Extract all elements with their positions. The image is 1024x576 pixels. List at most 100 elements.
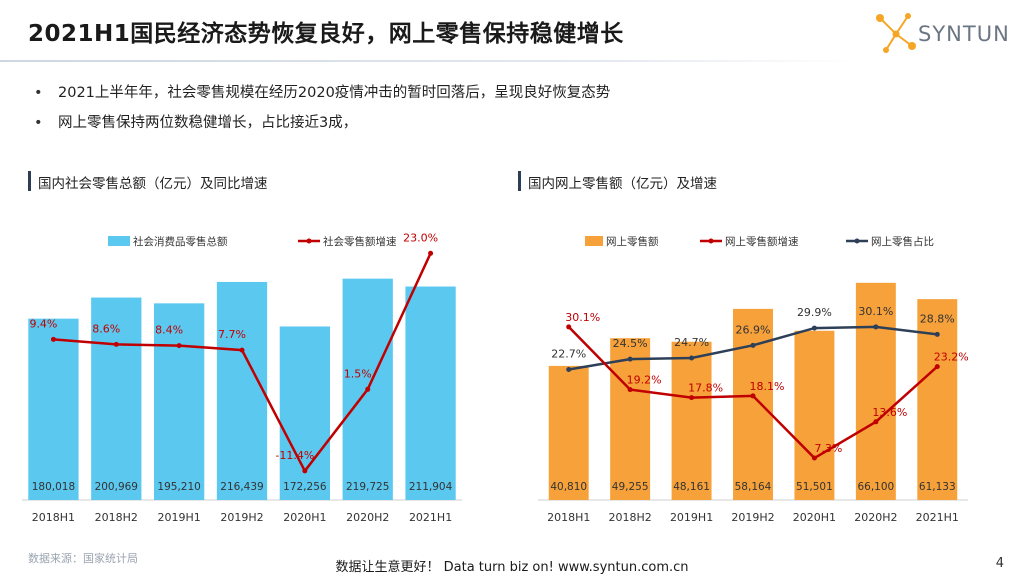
left-section-title: 国内社会零售总额（亿元）及同比增速	[38, 176, 268, 192]
growth-label: 1.5%	[344, 367, 372, 380]
growth-label: 23.2%	[934, 351, 969, 364]
bar-online-retail	[548, 365, 589, 500]
share-label: 30.1%	[858, 305, 893, 318]
legend-marker	[306, 238, 312, 244]
bar-online-retail	[855, 282, 896, 500]
growth-point	[873, 419, 879, 425]
bar-value-label: 58,164	[735, 481, 772, 493]
bar-value-label: 216,439	[220, 481, 263, 493]
share-label: 26.9%	[736, 323, 771, 336]
x-tick-label: 2019H2	[220, 511, 263, 524]
bar-value-label: 195,210	[157, 481, 200, 493]
legend-marker	[854, 238, 860, 244]
bar-retail-total	[216, 281, 268, 500]
growth-label: 7.3%	[814, 442, 842, 455]
growth-point	[627, 387, 633, 393]
x-tick-label: 2019H1	[158, 511, 201, 524]
x-tick-label: 2018H2	[609, 511, 652, 524]
growth-label: 23.0%	[403, 231, 438, 244]
x-tick-label: 2020H2	[854, 511, 897, 524]
bar-value-label: 66,100	[857, 481, 894, 493]
bullet-text: 2021上半年年，社会零售规模在经历2020疫情冲击的暂时回落后，呈现良好恢复态…	[58, 85, 611, 101]
growth-point	[750, 393, 756, 399]
bullet-text: 网上零售保持两位数稳健增长，占比接近3成，	[58, 115, 358, 131]
page-title: 2021H1国民经济态势恢复良好，网上零售保持稳健增长	[28, 21, 624, 47]
growth-point	[113, 341, 119, 347]
x-tick-label: 2020H1	[283, 511, 326, 524]
bar-online-retail	[671, 341, 712, 500]
x-tick-label: 2021H1	[409, 511, 452, 524]
bar-value-label: 211,904	[409, 481, 453, 493]
growth-label: 8.6%	[92, 322, 120, 335]
bar-online-retail	[794, 330, 835, 500]
share-point	[873, 324, 879, 330]
growth-label: 9.4%	[29, 317, 57, 330]
legend-label: 网上零售额	[606, 235, 659, 248]
growth-point	[365, 386, 371, 392]
x-tick-label: 2020H2	[346, 511, 389, 524]
share-label: 28.8%	[920, 312, 955, 325]
legend-label: 社会零售额增速	[323, 235, 397, 248]
legend-label: 社会消费品零售总额	[133, 235, 228, 248]
bar-retail-total	[91, 297, 142, 500]
legend-swatch-bar	[585, 236, 603, 246]
legend-label: 网上零售占比	[871, 235, 934, 248]
bar-value-label: 51,501	[796, 481, 833, 493]
growth-label: 18.1%	[750, 380, 785, 393]
x-tick-label: 2018H1	[547, 511, 590, 524]
data-source: 数据来源：国家统计局	[28, 552, 138, 565]
bar-value-label: 61,133	[919, 481, 956, 493]
growth-point	[239, 347, 245, 353]
bar-value-label: 172,256	[283, 481, 327, 493]
growth-point	[428, 250, 434, 256]
bar-value-label: 48,161	[673, 481, 710, 493]
growth-point	[811, 455, 817, 461]
x-tick-label: 2019H1	[670, 511, 713, 524]
bar-value-label: 219,725	[346, 481, 389, 493]
growth-label: 17.8%	[688, 382, 723, 395]
share-label: 24.5%	[613, 337, 648, 350]
share-point	[689, 355, 695, 361]
bar-value-label: 180,018	[32, 481, 75, 493]
legend-label: 网上零售额增速	[725, 235, 799, 248]
bar-value-label: 40,810	[550, 481, 587, 493]
share-label: 24.7%	[674, 336, 709, 349]
footer-slogan: 数据让生意更好！ Data turn biz on! www.syntun.co…	[335, 560, 689, 575]
bar-retail-total	[154, 303, 205, 500]
growth-point	[689, 395, 695, 401]
bullet-item: • 网上零售保持两位数稳健增长，占比接近3成，	[34, 112, 610, 142]
growth-point	[50, 336, 56, 342]
logo-text: SYNTUN	[918, 22, 1010, 46]
growth-point	[176, 343, 182, 349]
share-point	[566, 366, 572, 372]
right-section-title: 国内网上零售额（亿元）及增速	[528, 176, 717, 192]
bar-online-retail	[733, 308, 773, 500]
bullet-item: • 2021上半年年，社会零售规模在经历2020疫情冲击的暂时回落后，呈现良好恢…	[34, 82, 610, 112]
bar-online-retail	[917, 299, 958, 500]
bar-value-label: 200,969	[95, 481, 138, 493]
share-point	[934, 331, 940, 337]
share-point	[811, 325, 817, 331]
page-number: 4	[995, 556, 1004, 571]
right-section-header: 国内网上零售额（亿元）及增速	[518, 171, 717, 192]
share-label: 29.9%	[797, 306, 832, 319]
bar-retail-total	[28, 318, 79, 500]
x-tick-label: 2019H2	[731, 511, 774, 524]
left-section-header: 国内社会零售总额（亿元）及同比增速	[28, 171, 268, 192]
x-tick-label: 2018H1	[32, 511, 75, 524]
bar-value-label: 49,255	[612, 481, 649, 493]
growth-label: 19.2%	[627, 374, 662, 387]
growth-label: 8.4%	[155, 324, 183, 337]
growth-point	[302, 468, 308, 474]
growth-label: 7.7%	[218, 328, 246, 341]
legend-swatch-bar	[108, 236, 130, 246]
share-label: 22.7%	[551, 347, 586, 360]
growth-point	[566, 324, 572, 330]
bar-retail-total	[405, 286, 456, 500]
share-point	[750, 342, 756, 348]
growth-point	[934, 364, 940, 370]
syntun-logo-icon	[876, 13, 916, 53]
growth-label: 13.6%	[872, 406, 907, 419]
